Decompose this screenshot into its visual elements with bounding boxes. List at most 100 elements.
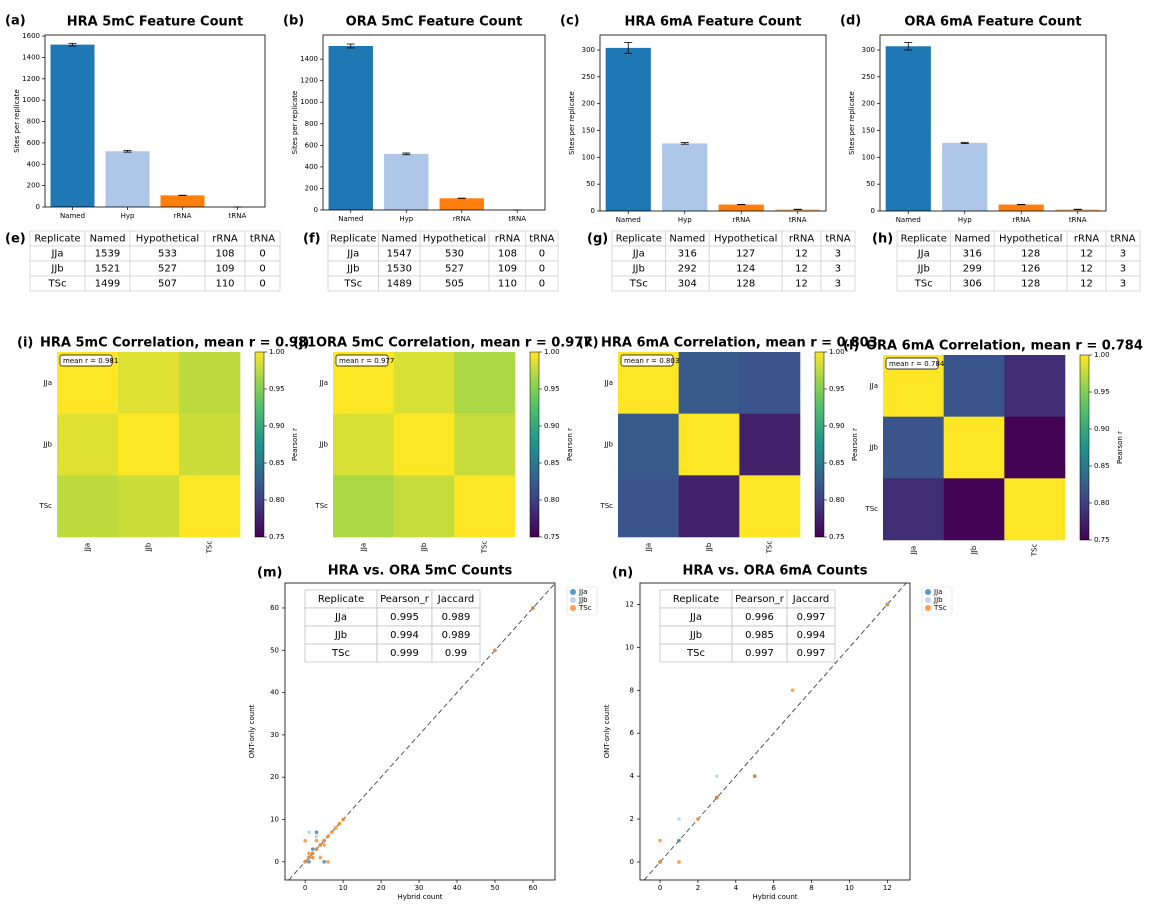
table-text: Jaccard — [792, 594, 829, 605]
table-text: 299 — [963, 264, 982, 275]
y-tick-label: 60 — [270, 604, 279, 612]
bar — [662, 143, 708, 211]
table-text: 128 — [1021, 249, 1040, 260]
y-tick-label: 50 — [586, 180, 595, 188]
heatmap-cell — [1004, 478, 1066, 541]
heatmap-cell — [393, 475, 455, 538]
heatmap-cell — [618, 413, 679, 476]
scatter-point — [885, 602, 890, 607]
x-tick-label: 20 — [377, 884, 386, 892]
y-tick-label: TSc — [314, 502, 328, 510]
table-cell — [244, 275, 281, 292]
y-tick-label: 250 — [862, 73, 875, 81]
table-text: JJa — [689, 612, 702, 623]
heatmap-cell — [454, 413, 516, 476]
table-text: 0.985 — [745, 630, 774, 641]
x-axis-label: Hybrid count — [752, 893, 797, 901]
table-text: 3 — [835, 264, 841, 275]
x-tick-label: tRNA — [1069, 216, 1087, 224]
colorbar-label: Pearson r — [851, 428, 859, 461]
table-text: 12 — [795, 264, 808, 275]
table-text: Replicate — [318, 594, 364, 605]
x-tick-label: 4 — [734, 884, 739, 892]
panel-label: (d) — [840, 14, 861, 29]
x-tick-label: tRNA — [229, 212, 247, 220]
x-tick-label: TSc — [481, 541, 489, 555]
y-tick-label: 1400 — [300, 55, 318, 63]
table-text: tRNA — [825, 234, 850, 245]
colorbar-tick-label: 0.85 — [544, 459, 560, 467]
table-text: 0.99 — [445, 648, 467, 659]
heatmap-cell — [943, 355, 1005, 417]
colorbar-tick-label: 0.85 — [269, 459, 285, 467]
reference-line — [643, 582, 907, 881]
table-text: 1539 — [95, 249, 120, 260]
x-tick-label: 6 — [771, 884, 776, 892]
plot-frame — [44, 34, 266, 208]
scatter-point — [326, 834, 330, 839]
scatter-point — [333, 826, 338, 830]
table-text: 3 — [835, 279, 841, 290]
x-tick-label: 2 — [696, 884, 700, 892]
scatter-point — [337, 821, 342, 826]
x-tick-label: rRNA — [732, 216, 750, 224]
x-tick-label: JJb — [970, 545, 978, 555]
colorbar-tick-label: 0.75 — [544, 533, 560, 541]
table-text: JJb — [632, 264, 645, 275]
x-tick-label: 10 — [845, 884, 854, 892]
table-text: 316 — [678, 249, 697, 260]
table-text: TSc — [914, 279, 933, 290]
table-text: rRNA — [789, 234, 815, 245]
y-tick-label: 200 — [582, 100, 595, 108]
table-text: Replicate — [34, 234, 80, 245]
scatter-point — [307, 860, 311, 864]
table-text: 0 — [539, 249, 545, 260]
heatmap-cell — [454, 475, 516, 538]
scatter-point — [307, 830, 311, 834]
colorbar-tick-label: 0.80 — [829, 496, 845, 504]
table-text: Named — [90, 234, 126, 245]
plot-frame — [322, 34, 546, 211]
x-tick-label: 0 — [658, 884, 662, 892]
table-text: 0.997 — [797, 648, 826, 659]
y-tick-label: 200 — [27, 182, 40, 190]
table-text: TSc — [331, 648, 350, 659]
scatter-point — [752, 774, 757, 778]
y-axis-label: ONT-only count — [603, 704, 611, 758]
bar — [942, 142, 988, 211]
table-text: 1489 — [387, 279, 412, 290]
table-text: JJa — [334, 612, 347, 623]
table-text: 1521 — [95, 264, 120, 275]
y-tick-label: TSc — [864, 505, 878, 513]
y-tick-label: 100 — [862, 153, 875, 161]
x-tick-label: rRNA — [453, 215, 471, 223]
table-text: 1547 — [387, 249, 412, 260]
scatter-point — [318, 843, 323, 847]
table-text: 0.994 — [797, 630, 826, 641]
table-text: 128 — [1021, 279, 1040, 290]
colorbar-tick-label: 0.80 — [1094, 499, 1110, 507]
table-text: 316 — [963, 249, 982, 260]
y-axis-label: Sites per replicate — [848, 91, 856, 155]
colorbar-label: Pearson r — [1116, 431, 1124, 464]
y-tick-label: 600 — [305, 141, 318, 149]
table-text: Replicate — [901, 234, 947, 245]
x-tick-label: JJb — [705, 542, 713, 552]
table-text: 0.996 — [745, 612, 774, 623]
y-tick-label: 20 — [270, 773, 279, 781]
colorbar-tick-label: 0.75 — [269, 533, 285, 541]
table-text: 110 — [215, 279, 234, 290]
scatter-point — [677, 860, 681, 864]
legend-label: JJb — [933, 596, 943, 604]
y-tick-label: 200 — [862, 100, 875, 108]
heatmap-cell — [739, 413, 801, 476]
y-tick-label: JJb — [42, 441, 52, 449]
plot-frame — [639, 582, 911, 881]
scatter-point — [658, 860, 662, 864]
x-tick-label: 40 — [453, 884, 462, 892]
colorbar-tick-label: 1.00 — [269, 348, 285, 356]
y-tick-label: 0 — [630, 858, 634, 866]
plot-frame — [879, 34, 1107, 212]
x-tick-label: Named — [896, 216, 921, 224]
y-tick-label: JJa — [604, 379, 613, 387]
